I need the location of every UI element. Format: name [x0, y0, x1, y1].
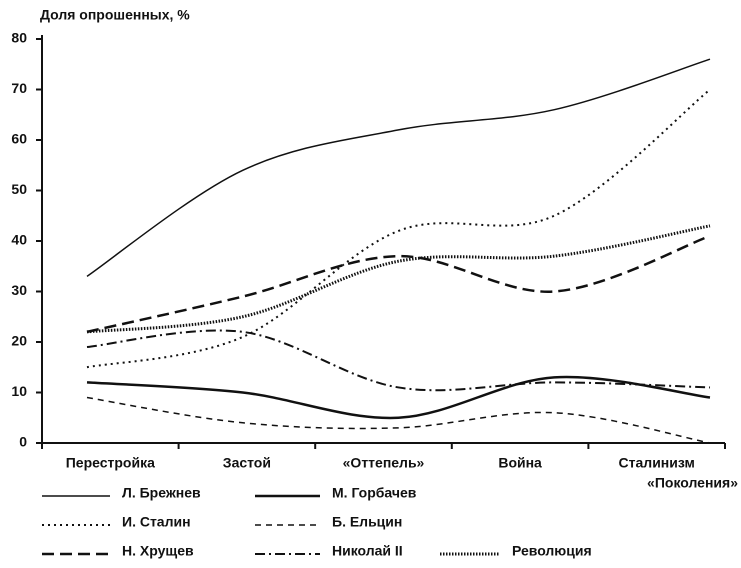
y-tick-label: 50: [11, 181, 27, 197]
series-line: [86, 58, 711, 277]
y-tick-label: 80: [11, 30, 27, 46]
y-axis-label: Доля опрошенных, %: [40, 7, 190, 23]
legend-label: И. Сталин: [122, 514, 191, 530]
y-tick-label: 20: [11, 333, 27, 349]
series-line: [86, 375, 711, 420]
legend-label: Революция: [512, 543, 592, 559]
series-line: [86, 234, 711, 334]
x-tick-label: Сталинизм: [619, 455, 695, 471]
legend-label: Николай II: [332, 543, 403, 559]
legend-label: Л. Брежнев: [122, 485, 201, 501]
series-line: [86, 396, 711, 444]
y-tick-label: 70: [11, 80, 27, 96]
series-line: [86, 224, 711, 334]
legend-label: Н. Хрущев: [122, 543, 194, 559]
x-axis-label: «Поколения»: [647, 475, 738, 491]
y-tick-label: 0: [19, 434, 27, 450]
y-tick-label: 40: [11, 232, 27, 248]
series-line: [86, 88, 711, 369]
y-tick-label: 30: [11, 282, 27, 298]
x-tick-label: Перестройка: [66, 455, 155, 471]
x-tick-label: «Оттепель»: [343, 455, 425, 471]
y-tick-label: 60: [11, 131, 27, 147]
y-tick-label: 10: [11, 383, 27, 399]
x-tick-label: Застой: [223, 455, 271, 471]
legend-label: Б. Ельцин: [332, 514, 402, 530]
x-tick-label: Война: [498, 455, 542, 471]
legend-label: М. Горбачев: [332, 485, 417, 501]
series-line: [86, 329, 711, 392]
